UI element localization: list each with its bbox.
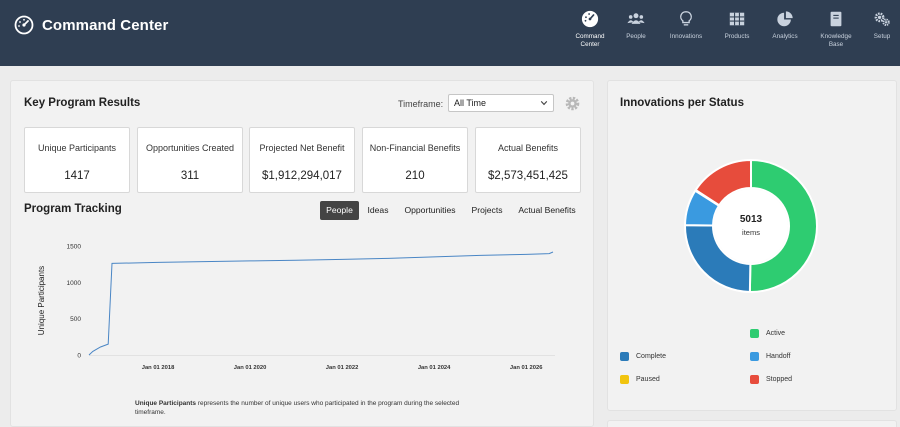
nav-label: Analytics bbox=[772, 33, 798, 40]
panel-title: Innovations per Status bbox=[620, 97, 744, 109]
nav-innovations[interactable]: Innovations bbox=[663, 7, 709, 41]
x-tick-label: Jan 01 2026 bbox=[510, 365, 543, 371]
kpi-label: Projected Net Benefit bbox=[259, 143, 345, 153]
pie-chart-icon bbox=[777, 11, 793, 27]
legend-swatch bbox=[750, 352, 759, 361]
kpi-value: 210 bbox=[405, 170, 425, 182]
footnote-text: represents the number of unique users wh… bbox=[135, 400, 460, 416]
kpi-value: $1,912,294,017 bbox=[262, 170, 342, 182]
kpi-card-non-financial-benefits[interactable]: Non-Financial Benefits 210 bbox=[362, 127, 468, 193]
brand[interactable]: Command Center bbox=[14, 15, 168, 35]
tab-projects[interactable]: Projects bbox=[471, 205, 503, 215]
y-tick-label: 500 bbox=[70, 316, 81, 323]
chevron-down-icon bbox=[540, 101, 548, 106]
donut-hole bbox=[714, 189, 788, 263]
x-tick-label: Jan 01 2020 bbox=[234, 365, 267, 371]
key-program-results-panel: Key Program Results Timeframe: All Time … bbox=[10, 80, 594, 427]
tab-actual-benefits[interactable]: Actual Benefits bbox=[518, 205, 576, 215]
legend-item-stopped[interactable]: Stopped bbox=[750, 375, 792, 384]
nav-setup[interactable]: Setup bbox=[859, 7, 900, 41]
dashboard-icon bbox=[14, 15, 34, 35]
donut-slice-active bbox=[748, 158, 818, 293]
timeframe-label: Timeframe: bbox=[398, 99, 444, 109]
nav-label: Products bbox=[724, 33, 750, 40]
x-tick-label: Jan 01 2022 bbox=[326, 365, 359, 371]
nav-label: Knowledge Base bbox=[820, 33, 852, 48]
program-tracking-title: Program Tracking bbox=[24, 203, 122, 215]
kpi-value: $2,573,451,425 bbox=[488, 170, 568, 182]
legend-item-handoff[interactable]: Handoff bbox=[750, 352, 790, 361]
nav-products[interactable]: Products bbox=[714, 7, 760, 41]
top-navigation-bar: Command Center Command Center People bbox=[0, 0, 900, 66]
nav-knowledge-base[interactable]: Knowledge Base bbox=[813, 7, 859, 48]
donut-slice-stopped bbox=[694, 158, 752, 207]
book-icon bbox=[830, 11, 842, 27]
donut-total-label: items bbox=[742, 228, 760, 237]
nav-label: Innovations bbox=[669, 33, 703, 40]
legend-item-active[interactable]: Active bbox=[750, 329, 785, 338]
donut-total-value: 5013 bbox=[739, 214, 763, 225]
nav-label: Command Center bbox=[575, 33, 605, 48]
kpi-card-projected-net-benefit[interactable]: Projected Net Benefit $1,912,294,017 bbox=[249, 127, 355, 193]
footnote-term: Unique Participants bbox=[135, 400, 197, 407]
x-tick-label: Jan 01 2018 bbox=[142, 365, 175, 371]
timeframe-value: All Time bbox=[454, 98, 487, 108]
app-title: Command Center bbox=[42, 16, 169, 34]
gear-icon[interactable] bbox=[564, 95, 581, 112]
secondary-panel-edge bbox=[607, 420, 897, 427]
nav-label: Setup bbox=[873, 33, 891, 40]
kpi-value: 311 bbox=[180, 170, 200, 182]
kpi-card-actual-benefits[interactable]: Actual Benefits $2,573,451,425 bbox=[475, 127, 581, 193]
kpi-label: Opportunities Created bbox=[145, 143, 235, 153]
tracking-tabs: People Ideas Opportunities Projects Actu… bbox=[11, 201, 595, 220]
kpi-card-opportunities-created[interactable]: Opportunities Created 311 bbox=[137, 127, 243, 193]
legend-label: Active bbox=[766, 330, 786, 337]
y-tick-label: 1500 bbox=[67, 244, 82, 251]
legend-swatch bbox=[620, 375, 629, 384]
tab-ideas[interactable]: Ideas bbox=[367, 205, 389, 215]
nav-analytics[interactable]: Analytics bbox=[762, 7, 808, 41]
kpi-card-unique-participants[interactable]: Unique Participants 1417 bbox=[24, 127, 130, 193]
legend-swatch bbox=[620, 352, 629, 361]
innovations-status-donut bbox=[683, 158, 818, 294]
nav-label: People bbox=[626, 33, 646, 40]
legend-label: Handoff bbox=[766, 353, 791, 360]
lightbulb-icon bbox=[680, 11, 692, 26]
nav-people[interactable]: People bbox=[613, 7, 659, 41]
series-line-unique-participants bbox=[88, 251, 554, 356]
legend-swatch bbox=[750, 375, 759, 384]
main-nav: Command Center People Innovations bbox=[0, 7, 900, 57]
timeframe-select[interactable]: All Time bbox=[448, 94, 554, 112]
panel-title: Key Program Results bbox=[24, 97, 141, 109]
chart-footnote: Unique Participants represents the numbe… bbox=[135, 400, 475, 417]
nav-command-center[interactable]: Command Center bbox=[567, 7, 613, 48]
y-tick-label: 1000 bbox=[67, 280, 82, 287]
legend-label: Paused bbox=[636, 376, 660, 383]
dashboard-icon bbox=[581, 10, 599, 28]
kpi-label: Actual Benefits bbox=[497, 143, 559, 153]
legend-item-complete[interactable]: Complete bbox=[620, 352, 666, 361]
tab-people[interactable]: People bbox=[320, 201, 359, 220]
legend-label: Stopped bbox=[766, 376, 793, 383]
legend-swatch bbox=[750, 329, 759, 338]
innovations-per-status-panel: Innovations per Status 5013 items Active… bbox=[607, 80, 897, 411]
legend-item-paused[interactable]: Paused bbox=[620, 375, 660, 384]
program-tracking-chart: 0 500 1000 1500 Unique Participants Jan 01 20… bbox=[37, 244, 555, 371]
grid-icon bbox=[729, 12, 745, 26]
y-axis-title: Unique Participants bbox=[37, 266, 46, 335]
gears-icon bbox=[874, 12, 890, 26]
kpi-value: 1417 bbox=[64, 170, 90, 182]
kpi-label: Non-Financial Benefits bbox=[369, 143, 461, 153]
people-icon bbox=[627, 13, 645, 24]
kpi-label: Unique Participants bbox=[37, 143, 117, 153]
tab-opportunities[interactable]: Opportunities bbox=[404, 205, 456, 215]
x-tick-label: Jan 01 2024 bbox=[418, 365, 451, 371]
y-tick-label: 0 bbox=[77, 353, 81, 360]
legend-label: Complete bbox=[636, 353, 666, 360]
